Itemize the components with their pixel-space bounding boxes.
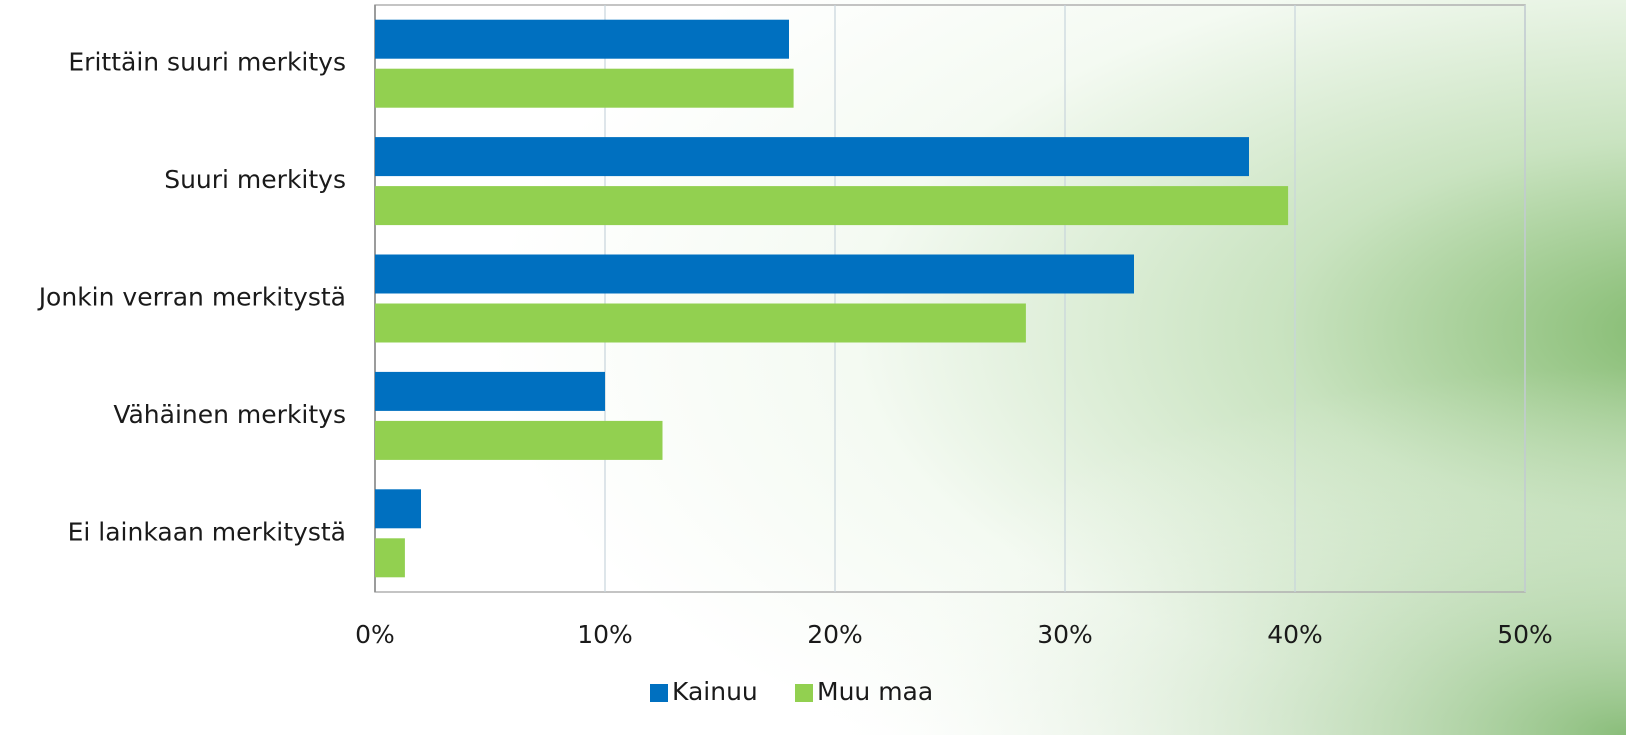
y-tick-label: Suuri merkitys [164,165,346,194]
bar [375,303,1026,343]
bar [375,68,794,108]
bar [375,371,605,411]
bar [375,489,421,529]
legend-label: Muu maa [817,677,933,706]
y-tick-label: Ei lainkaan merkitystä [68,517,346,546]
bar [375,186,1289,226]
bar [375,538,405,578]
bar [375,254,1134,294]
bar [375,137,1249,177]
y-tick-label: Vähäinen merkitys [113,400,346,429]
x-tick-label: 50% [1497,620,1553,649]
bar [375,420,663,460]
x-tick-label: 40% [1267,620,1323,649]
legend-label: Kainuu [672,677,758,706]
y-tick-label: Jonkin verran merkitystä [37,283,346,312]
legend-swatch [795,684,813,702]
x-tick-label: 0% [355,620,395,649]
legend-swatch [650,684,668,702]
x-tick-label: 30% [1037,620,1093,649]
x-tick-label: 20% [807,620,863,649]
y-tick-label: Erittäin suuri merkitys [68,48,346,77]
bar [375,19,789,59]
x-tick-label: 10% [577,620,633,649]
